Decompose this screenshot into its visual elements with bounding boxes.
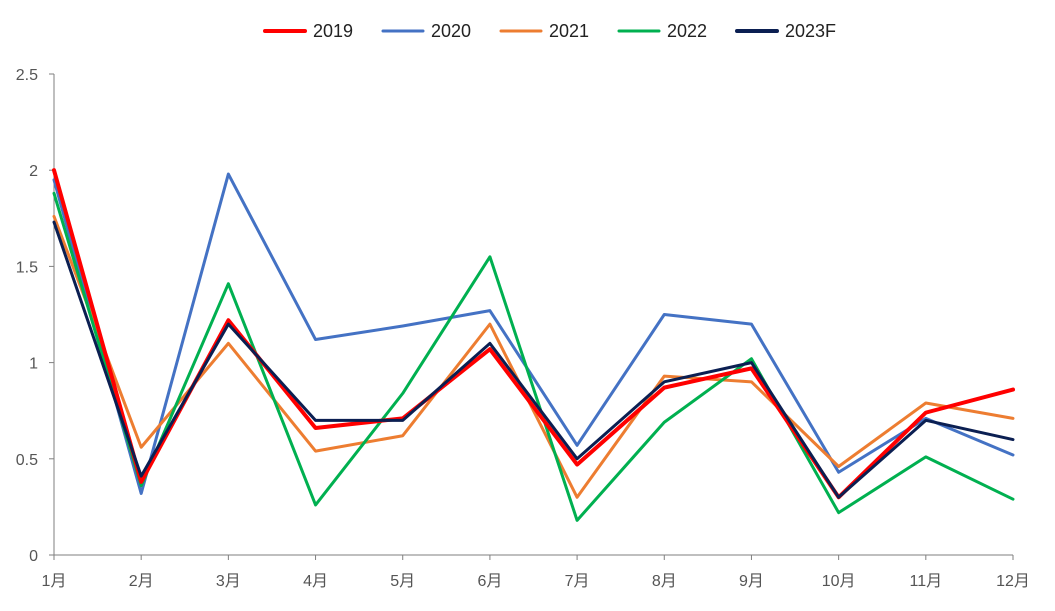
- legend-label-2019: 2019: [313, 21, 353, 41]
- series-line-2023f: [52, 220, 1015, 499]
- y-tick-label: 0: [29, 548, 38, 565]
- x-tick-label: 6月: [477, 573, 502, 590]
- x-tick-label: 2月: [129, 573, 154, 590]
- y-tick-label: 2: [29, 163, 38, 180]
- x-tick-label: 8月: [652, 573, 677, 590]
- x-tick-label: 12月: [996, 573, 1030, 590]
- series-line-2019: [52, 168, 1015, 500]
- x-tick-label: 10月: [822, 573, 856, 590]
- y-tick-label: 1: [29, 356, 38, 373]
- x-tick-label: 11月: [910, 573, 943, 590]
- y-tick-label: 1.5: [16, 259, 38, 276]
- legend: 2019 2020 2021 2022 2023F: [263, 21, 836, 41]
- legend-label-2023f: 2023F: [785, 21, 836, 41]
- x-tick-label: 4月: [303, 573, 328, 590]
- legend-label-2022: 2022: [667, 21, 707, 41]
- legend-label-2020: 2020: [431, 21, 471, 41]
- x-tick-label: 9月: [739, 573, 764, 590]
- series-line-2022: [52, 191, 1015, 522]
- legend-label-2021: 2021: [549, 21, 589, 41]
- series-line-2020: [52, 172, 1015, 495]
- x-tick-label: 7月: [565, 573, 590, 590]
- y-tick-label: 2.5: [16, 67, 38, 84]
- axes: [49, 73, 1014, 560]
- series-line-2021: [52, 214, 1015, 499]
- x-tick-label: 5月: [390, 573, 415, 590]
- series-lines: [52, 168, 1015, 522]
- x-tick-label: 3月: [216, 573, 241, 590]
- y-tick-label: 0.5: [16, 452, 38, 469]
- tick-labels: 0 0.5 1 1.5 2 2.5 1月 2月 3月 4月 5月 6月 7月 8月 9月 10月 11月 12月: [16, 67, 1030, 590]
- x-tick-label: 1月: [42, 573, 67, 590]
